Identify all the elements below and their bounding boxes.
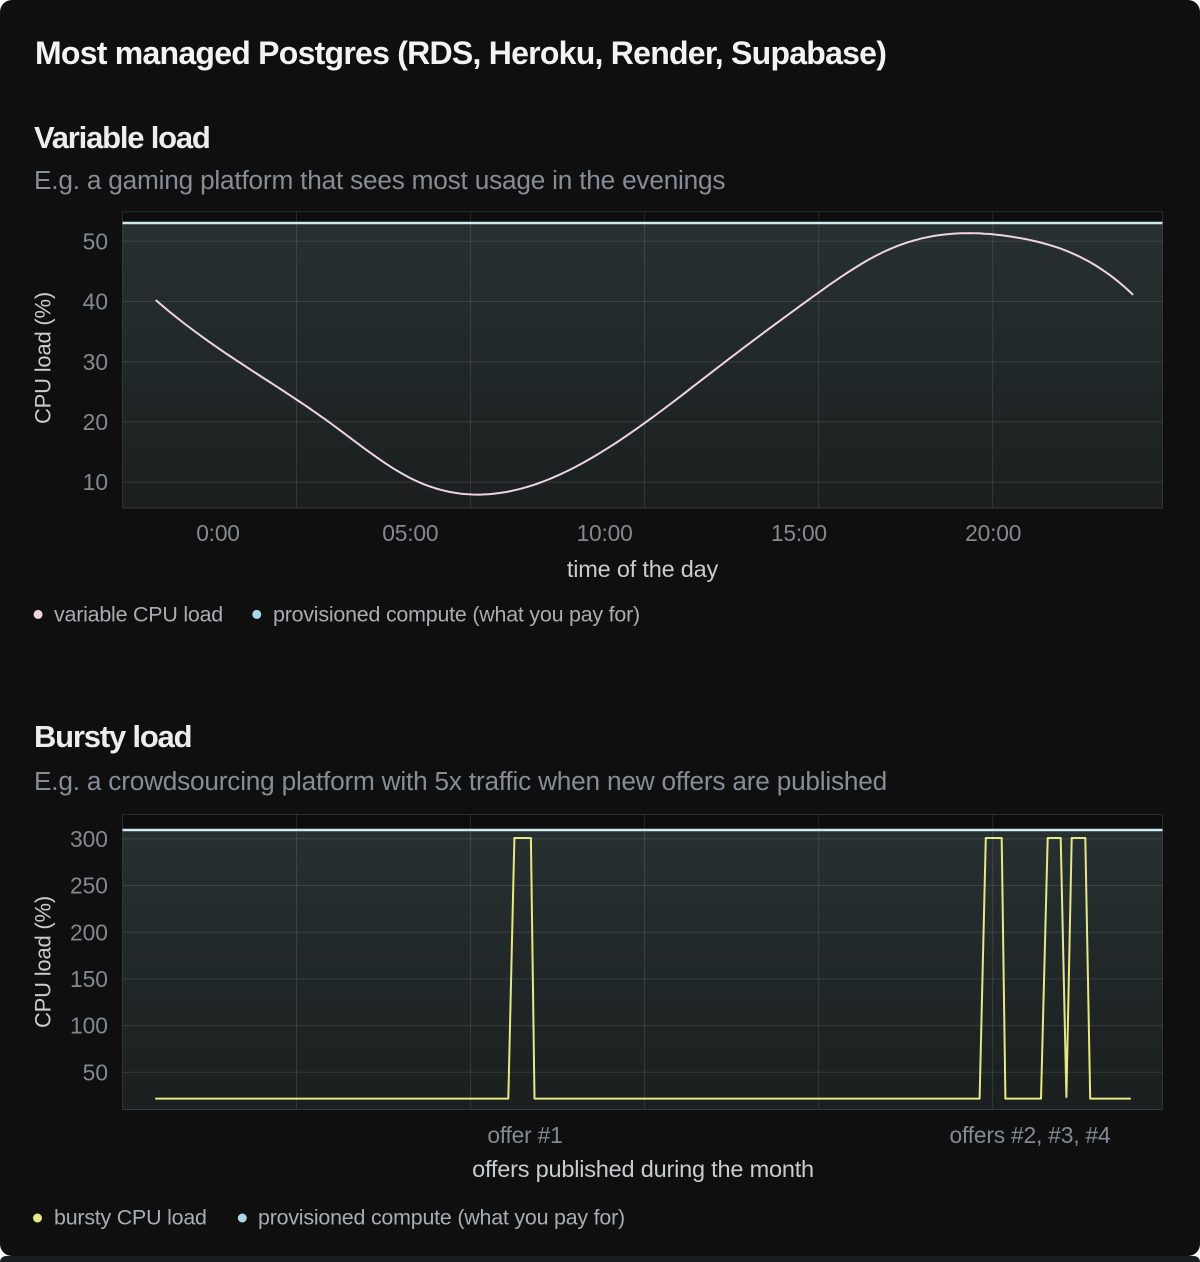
svg-text:provisioned compute (what you: provisioned compute (what you pay for) — [273, 603, 640, 627]
svg-text:300: 300 — [70, 826, 108, 852]
svg-text:bursty CPU load: bursty CPU load — [54, 1206, 207, 1230]
svg-text:100: 100 — [70, 1013, 108, 1039]
svg-text:40: 40 — [83, 289, 108, 315]
svg-text:offers published during the mo: offers published during the month — [472, 1156, 814, 1182]
svg-text:150: 150 — [70, 966, 108, 992]
svg-text:15:00: 15:00 — [771, 520, 827, 546]
svg-text:200: 200 — [70, 919, 108, 945]
svg-text:30: 30 — [83, 349, 108, 375]
svg-text:CPU load (%): CPU load (%) — [31, 896, 56, 1028]
svg-text:250: 250 — [70, 873, 108, 899]
svg-text:10: 10 — [83, 469, 108, 495]
svg-text:50: 50 — [83, 1059, 108, 1085]
svg-text:0:00: 0:00 — [196, 520, 240, 546]
svg-text:time of the day: time of the day — [567, 556, 719, 582]
svg-text:offers #2, #3, #4: offers #2, #3, #4 — [950, 1122, 1111, 1148]
svg-text:05:00: 05:00 — [382, 520, 438, 546]
svg-text:20:00: 20:00 — [965, 520, 1021, 546]
svg-text:10:00: 10:00 — [577, 520, 633, 546]
svg-text:50: 50 — [83, 228, 108, 254]
svg-text:offer #1: offer #1 — [487, 1122, 562, 1148]
svg-text:20: 20 — [83, 409, 108, 435]
svg-text:variable CPU load: variable CPU load — [54, 603, 223, 627]
svg-text:provisioned compute (what you: provisioned compute (what you pay for) — [258, 1206, 625, 1230]
svg-text:CPU load (%): CPU load (%) — [31, 292, 56, 424]
